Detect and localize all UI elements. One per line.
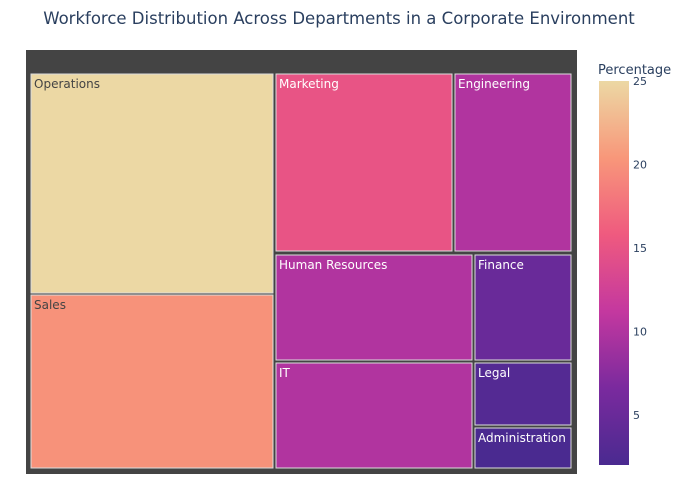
colorbar-tick-20: 20 [633,158,647,171]
colorbar-tick-5: 5 [633,409,640,422]
tile-sales[interactable] [30,294,274,469]
colorbar-title: Percentage [598,63,671,78]
colorbar-tick-25: 25 [633,75,647,88]
treemap-tiles: Operations Sales Marketing Engineering Human… [30,73,572,469]
tile-label-engineering: Engineering [458,77,530,91]
tile-label-marketing: Marketing [279,77,339,91]
chart-title: Workforce Distribution Across Department… [43,9,635,28]
tile-it[interactable] [275,362,473,469]
tile-legal[interactable] [474,362,572,426]
tile-label-human-resources: Human Resources [279,258,387,272]
tile-operations[interactable] [30,73,274,294]
tile-engineering[interactable] [454,73,572,252]
colorbar-tick-10: 10 [633,325,647,338]
tile-label-operations: Operations [34,77,100,91]
tile-label-sales: Sales [34,298,66,312]
tile-finance[interactable] [474,254,572,361]
tile-marketing[interactable] [275,73,453,252]
colorbar: Percentage 5 10 15 20 25 [598,63,671,465]
tile-administration[interactable] [474,427,572,469]
colorbar-tick-15: 15 [633,242,647,255]
tile-label-administration: Administration [478,431,566,445]
tile-label-legal: Legal [478,366,510,380]
colorbar-gradient [599,81,629,465]
tile-human-resources[interactable] [275,254,473,361]
tile-label-finance: Finance [478,258,524,272]
tile-label-it: IT [279,366,291,380]
